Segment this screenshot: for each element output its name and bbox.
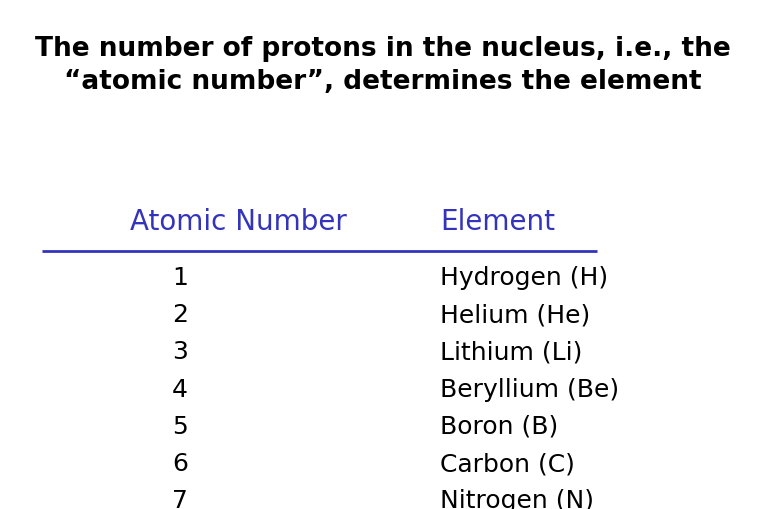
Text: Beryllium (Be): Beryllium (Be) bbox=[440, 377, 619, 401]
Text: 2: 2 bbox=[172, 302, 187, 327]
Text: Element: Element bbox=[440, 208, 555, 235]
Text: Helium (He): Helium (He) bbox=[440, 302, 590, 327]
Text: Nitrogen (N): Nitrogen (N) bbox=[440, 488, 594, 509]
Text: Hydrogen (H): Hydrogen (H) bbox=[440, 265, 608, 290]
Text: Carbon (C): Carbon (C) bbox=[440, 451, 575, 475]
Text: The number of protons in the nucleus, i.e., the
“atomic number”, determines the : The number of protons in the nucleus, i.… bbox=[34, 36, 731, 95]
Text: Atomic Number: Atomic Number bbox=[130, 208, 347, 235]
Text: 7: 7 bbox=[172, 488, 187, 509]
Text: 6: 6 bbox=[172, 451, 187, 475]
Text: 3: 3 bbox=[172, 340, 187, 364]
Text: 4: 4 bbox=[172, 377, 187, 401]
Text: Lithium (Li): Lithium (Li) bbox=[440, 340, 582, 364]
Text: 5: 5 bbox=[172, 414, 187, 438]
Text: 1: 1 bbox=[172, 265, 187, 290]
Text: Boron (B): Boron (B) bbox=[440, 414, 558, 438]
